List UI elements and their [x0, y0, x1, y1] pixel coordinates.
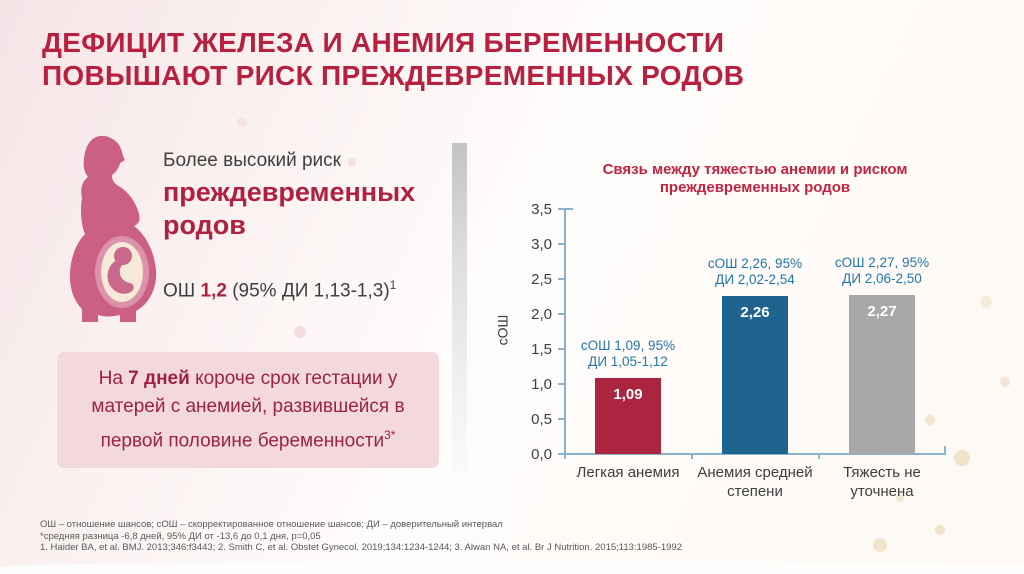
bar-value-label: 2,26: [740, 304, 770, 321]
y-tick-mark: [558, 208, 565, 210]
bar-group-moderate-anemia: сОШ 2,26, 95% ДИ 2,02-2,54 2,26 Анемия с…: [690, 209, 820, 500]
x-axis-tick: [564, 453, 566, 459]
gestation-note-text: На 7 дней короче срок гестации у матерей…: [65, 365, 431, 455]
y-tick: 1,0: [505, 375, 565, 393]
risk-highlight-line2: родов: [163, 210, 246, 240]
bottom-band: [0, 561, 1024, 574]
annotation-line2: ДИ 2,02-2,54: [715, 272, 795, 287]
slide-title: ДЕФИЦИТ ЖЕЛЕЗА И АНЕМИЯ БЕРЕМЕННОСТИ ПОВ…: [42, 26, 962, 92]
y-tick: 0,0: [505, 445, 565, 463]
bar-annotation: сОШ 2,27, 95% ДИ 2,06-2,50: [809, 255, 955, 287]
bar-annotation: сОШ 2,26, 95% ДИ 2,02-2,54: [682, 256, 828, 288]
note-post: короче срок гестации у матерей с анемией…: [91, 367, 405, 452]
x-axis-end-tick: [944, 446, 946, 455]
y-tick-mark: [558, 278, 565, 280]
y-axis-ticks: 3,5 3,0 2,5 2,0 1,5 1,0 0,5 0,0: [505, 201, 565, 463]
footnote-abbreviations: ОШ – отношение шансов; сОШ – скорректиро…: [40, 519, 503, 530]
risk-highlight-text: преждевременных родов: [163, 176, 458, 242]
slide-title-line2: ПОВЫШАЮТ РИСК ПРЕЖДЕВРЕМЕННЫХ РОДОВ: [42, 60, 745, 91]
y-tick-mark: [558, 348, 565, 350]
bar-value-label: 1,09: [613, 386, 643, 403]
y-tick: 3,5: [505, 200, 565, 218]
footnotes: ОШ – отношение шансов; сОШ – скорректиро…: [40, 519, 980, 554]
bar-moderate-anemia: 2,26: [722, 296, 788, 454]
x-axis-tick: [691, 453, 693, 459]
pregnant-woman-icon: [69, 135, 157, 322]
annotation-line2: ДИ 2,06-2,50: [842, 271, 922, 286]
annotation-line1: сОШ 1,09, 95%: [580, 338, 676, 353]
note-pre: На: [98, 367, 123, 389]
footnote-statistics: *средняя разница -6,8 дней, 95% ДИ от -1…: [40, 530, 321, 542]
y-tick: 2,0: [505, 305, 565, 323]
risk-intro-text: Более высокий риск: [163, 150, 341, 171]
y-tick-mark: [558, 243, 565, 245]
gestation-note-box: На 7 дней короче срок гестации у матерей…: [57, 352, 439, 468]
y-tick: 3,0: [505, 235, 565, 253]
y-tick-mark: [558, 383, 565, 385]
risk-statement: Более высокий риск преждевременных родов…: [163, 150, 458, 302]
risk-highlight-line1: преждевременных: [163, 177, 416, 207]
or-value: 1,2: [200, 280, 227, 302]
category-label: Легкая анемия: [576, 464, 680, 481]
y-tick-mark: [558, 313, 565, 315]
slide-title-line1: ДЕФИЦИТ ЖЕЛЕЗА И АНЕМИЯ БЕРЕМЕННОСТИ: [42, 27, 725, 58]
y-axis-end-tick: [564, 208, 573, 210]
chart-title: Связь между тяжестью анемии и риском пре…: [555, 161, 955, 197]
y-tick: 0,5: [505, 410, 565, 428]
annotation-line1: сОШ 2,26, 95%: [707, 256, 803, 271]
x-axis-tick: [818, 453, 820, 459]
y-tick-label: 3,0: [531, 235, 552, 253]
footnote-references: 1. Haider BA, et al. BMJ. 2013;346:f3443…: [40, 542, 682, 553]
y-tick-label: 2,5: [531, 270, 552, 288]
vertical-divider: [452, 143, 467, 472]
y-tick-label: 0,0: [531, 445, 552, 463]
y-tick-mark: [558, 418, 565, 420]
bar-mild-anemia: 1,09: [595, 378, 661, 454]
note-bold: 7 дней: [128, 367, 190, 389]
y-tick: 2,5: [505, 270, 565, 288]
y-axis-line: [564, 208, 566, 455]
or-confidence-interval: (95% ДИ 1,13-1,3): [232, 280, 390, 302]
bar-unspecified-severity: 2,27: [849, 295, 915, 454]
chart-title-line2: преждевременных родов: [659, 179, 851, 196]
y-tick-label: 1,5: [531, 340, 552, 358]
y-tick-mark: [558, 453, 565, 455]
y-tick-label: 0,5: [531, 410, 552, 428]
annotation-line1: сОШ 2,27, 95%: [834, 255, 930, 270]
y-tick: 1,5: [505, 340, 565, 358]
or-reference-sup: 1: [389, 278, 397, 292]
bar-annotation: сОШ 1,09, 95% ДИ 1,05-1,12: [555, 338, 701, 370]
annotation-line2: ДИ 1,05-1,12: [588, 354, 668, 369]
odds-ratio-line: ОШ 1,2 (95% ДИ 1,13-1,3)1: [163, 278, 458, 302]
y-tick-label: 3,5: [531, 200, 552, 218]
note-reference-sup: 3*: [384, 427, 396, 442]
bar-group-unspecified-severity: сОШ 2,27, 95% ДИ 2,06-2,50 2,27 Тяжесть …: [817, 209, 947, 500]
y-tick-label: 2,0: [531, 305, 552, 323]
category-label: Тяжесть не уточнена: [843, 464, 921, 500]
y-tick-label: 1,0: [531, 375, 552, 393]
chart-title-line1: Связь между тяжестью анемии и риском: [602, 161, 908, 178]
bar-value-label: 2,27: [867, 303, 897, 320]
x-axis-line: [564, 453, 946, 455]
category-label: Анемия средней степени: [697, 464, 813, 500]
or-label: ОШ: [163, 280, 196, 302]
bar-group-mild-anemia: сОШ 1,09, 95% ДИ 1,05-1,12 1,09 Легкая а…: [563, 209, 693, 481]
